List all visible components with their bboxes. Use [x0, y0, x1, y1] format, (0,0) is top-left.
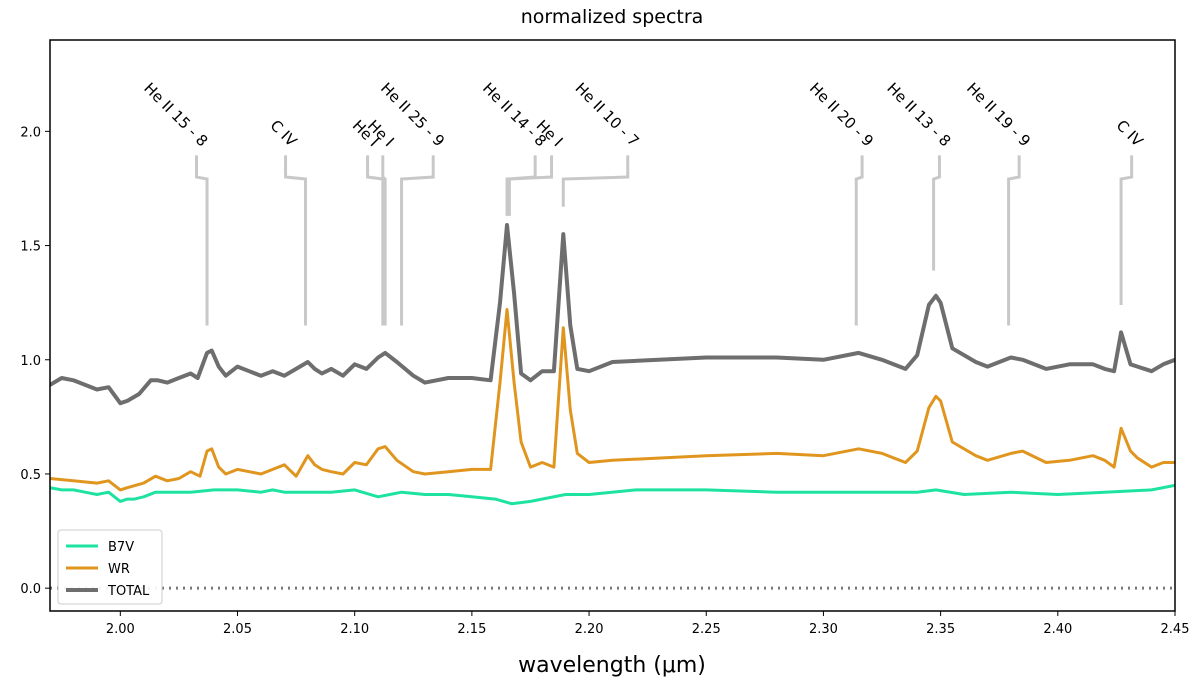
line-marker-3: [381, 155, 387, 326]
x-tick-label-2: 2.10: [340, 622, 369, 637]
x-tick-label-3: 2.15: [457, 622, 486, 637]
y-tick-label-3: 1.5: [20, 240, 41, 255]
y-tick-label-2: 1.0: [20, 354, 41, 369]
line-marker-1: [284, 155, 307, 326]
x-tick-label-5: 2.25: [692, 622, 721, 637]
axes-frame: [49, 39, 1176, 612]
x-tick-label-4: 2.20: [575, 622, 604, 637]
legend-frame: [57, 529, 163, 605]
x-tick-label-8: 2.40: [1043, 622, 1072, 637]
x-tick-label-9: 2.45: [1161, 622, 1190, 637]
x-tick-label-1: 2.05: [223, 622, 252, 637]
legend-label-b7v: B7V: [108, 540, 134, 555]
plot-area: [50, 223, 1175, 590]
line-label-11: C IV: [1113, 116, 1147, 150]
line-marker-11: [1119, 155, 1134, 305]
series-line-total: [50, 223, 1175, 406]
y-tick-label-0: 0.0: [20, 582, 41, 597]
line-label-10: He II 19 - 9: [963, 79, 1034, 150]
line-marker-9: [932, 155, 941, 271]
line-marker-6: [507, 155, 554, 216]
line-marker-2: [366, 155, 385, 326]
y-tick-label-4: 2.0: [20, 125, 41, 140]
line-label-0: He II 15 - 8: [140, 79, 211, 150]
x-tick-label-7: 2.35: [926, 622, 955, 637]
line-label-7: He II 10 - 7: [572, 79, 643, 150]
line-label-1: C IV: [267, 116, 301, 150]
line-marker-0: [194, 155, 209, 326]
legend: B7V WR TOTAL: [57, 529, 163, 605]
chart-title: normalized spectra: [521, 6, 704, 28]
line-marker-7: [561, 155, 630, 207]
series-line-wr: [50, 308, 1175, 492]
line-marker-10: [1007, 155, 1021, 326]
y-tick-label-1: 0.5: [20, 468, 41, 483]
legend-label-wr: WR: [108, 562, 130, 577]
x-tick-label-0: 2.00: [106, 622, 135, 637]
series-line-b7v: [50, 483, 1175, 506]
line-label-9: He II 13 - 8: [883, 79, 954, 150]
line-marker-8: [854, 155, 864, 326]
axes: 2.00 2.05 2.10 2.15 2.20 2.25 2.30 2.35 2.40 2.45…: [20, 39, 1190, 637]
x-tick-label-6: 2.30: [809, 622, 838, 637]
line-marker-4: [400, 155, 435, 326]
line-marker-5: [505, 155, 537, 216]
line-label-8: He II 20 - 9: [806, 79, 877, 150]
line-label-5: He II 14 - 8: [479, 79, 550, 150]
x-axis-label: wavelength (μm): [518, 653, 706, 678]
legend-label-total: TOTAL: [107, 584, 150, 599]
